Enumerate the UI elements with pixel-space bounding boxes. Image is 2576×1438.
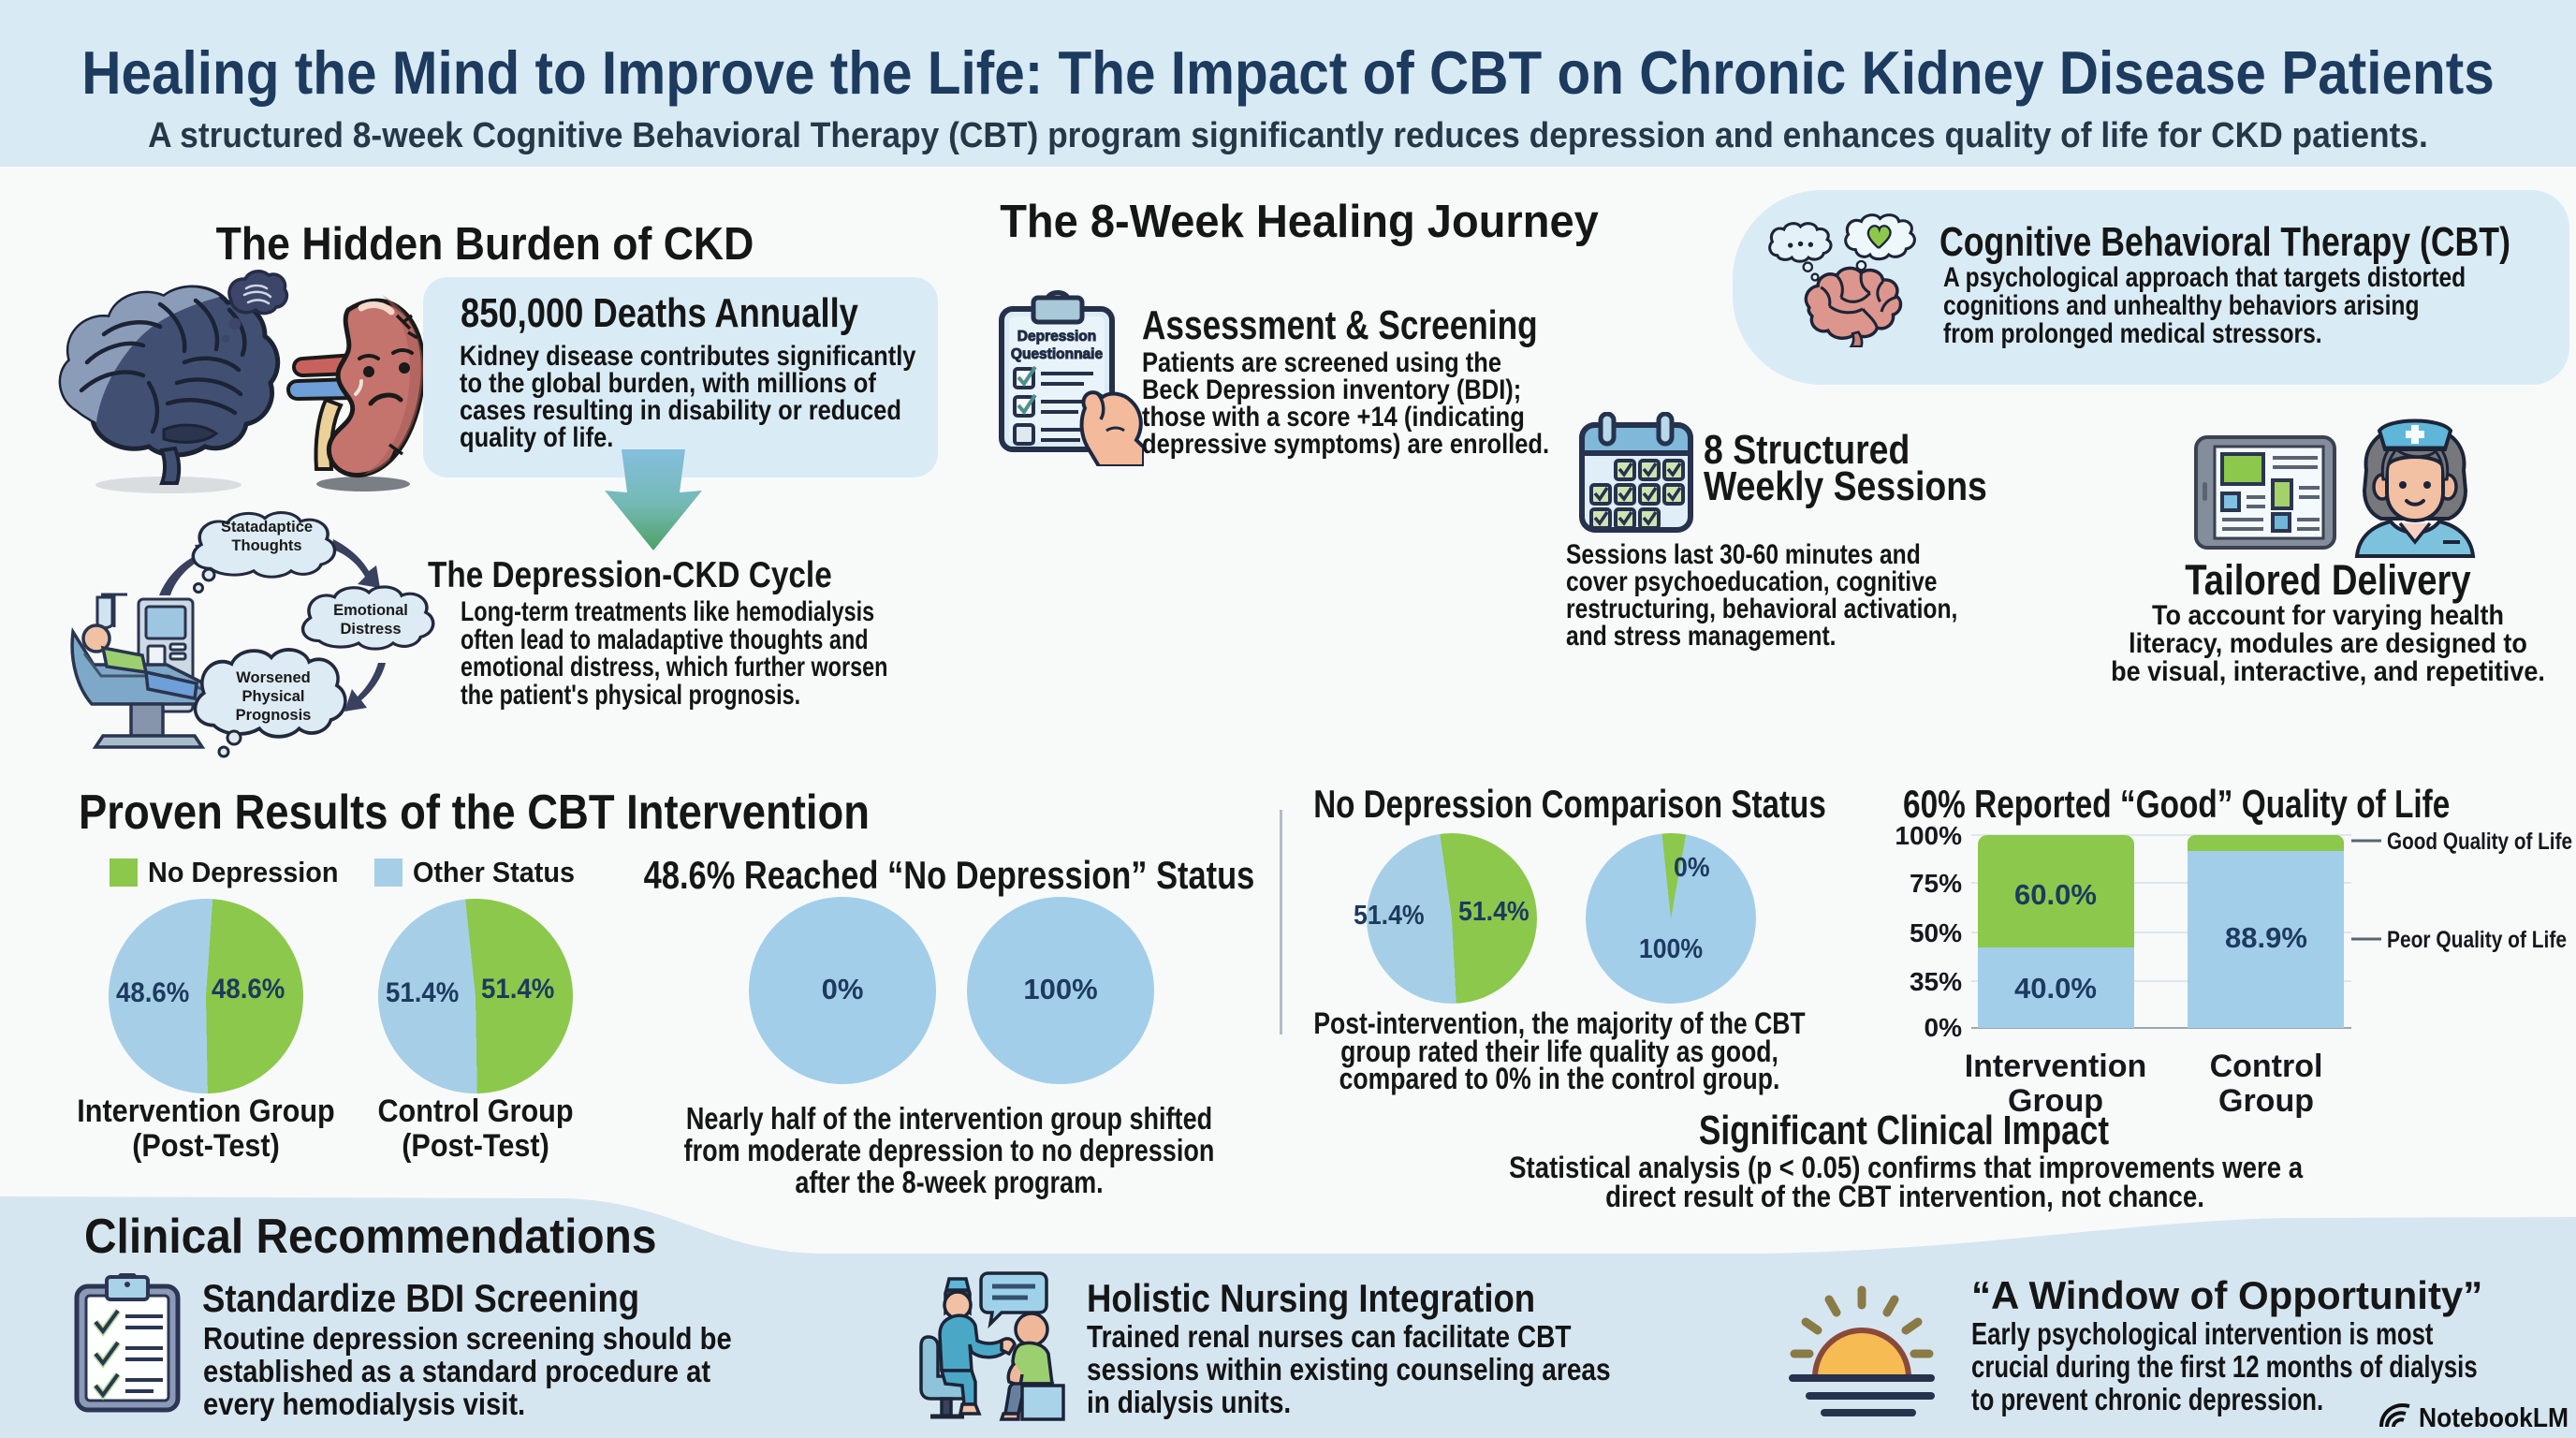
svg-text:0%: 0% <box>1925 1013 1963 1042</box>
svg-text:Worsened: Worsened <box>236 669 310 686</box>
svg-text:60.0%: 60.0% <box>2014 878 2097 911</box>
svg-text:50%: 50% <box>1910 918 1962 947</box>
svg-text:88.9%: 88.9% <box>2225 921 2307 954</box>
svg-text:40.0%: 40.0% <box>2014 972 2097 1005</box>
svg-text:Thoughts: Thoughts <box>231 537 301 554</box>
svg-text:Physical: Physical <box>242 688 305 705</box>
svg-text:Group: Group <box>2008 1083 2103 1119</box>
svg-text:Statadaptice: Statadaptice <box>221 519 313 536</box>
svg-text:Emotional: Emotional <box>333 602 408 619</box>
svg-text:Distress: Distress <box>340 621 401 638</box>
svg-text:Depression: Depression <box>1017 329 1096 345</box>
svg-text:Peor Quality of Life: Peor Quality of Life <box>2387 927 2567 953</box>
svg-text:NotebookLM: NotebookLM <box>2419 1403 2569 1433</box>
svg-text:Control: Control <box>2210 1049 2323 1084</box>
svg-text:Good Quality of Life: Good Quality of Life <box>2387 829 2572 855</box>
svg-text:Intervention: Intervention <box>1965 1049 2147 1084</box>
svg-text:Prognosis: Prognosis <box>236 707 312 724</box>
svg-text:Questionnaie: Questionnaie <box>1011 346 1104 362</box>
svg-text:35%: 35% <box>1910 967 1962 996</box>
svg-text:75%: 75% <box>1910 869 1962 898</box>
svg-text:100%: 100% <box>1895 821 1962 850</box>
svg-text:Group: Group <box>2218 1083 2314 1119</box>
